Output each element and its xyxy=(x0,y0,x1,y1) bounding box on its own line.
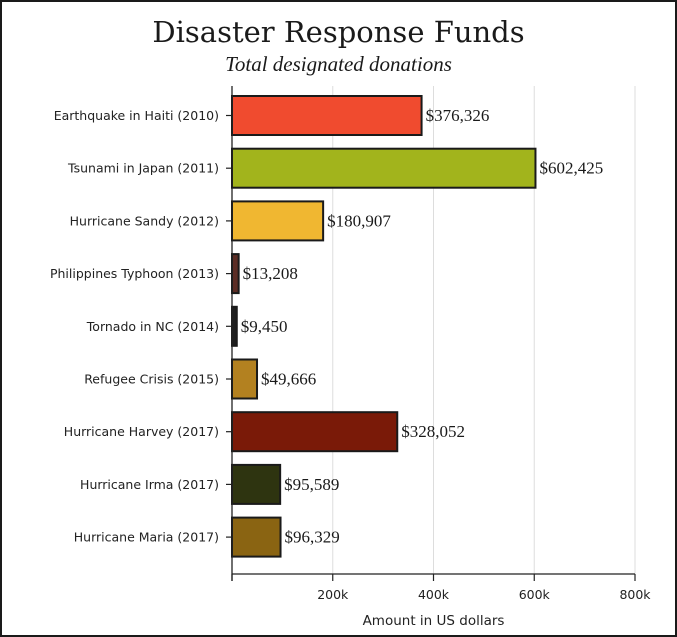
category-label: Tsunami in Japan (2011) xyxy=(67,161,219,176)
axes xyxy=(231,86,635,581)
category-label: Hurricane Sandy (2012) xyxy=(70,213,219,228)
x-tick-label: 800k xyxy=(619,587,651,602)
value-label: $602,425 xyxy=(539,159,603,178)
bar xyxy=(231,95,423,136)
category-label: Philippines Typhoon (2013) xyxy=(50,266,219,281)
bar xyxy=(231,463,282,505)
chart-title: Disaster Response Funds xyxy=(152,15,525,49)
value-label: $49,666 xyxy=(261,370,316,389)
bar xyxy=(231,147,537,189)
category-label: Refugee Crisis (2015) xyxy=(84,372,219,387)
category-label: Hurricane Harvey (2017) xyxy=(64,424,219,439)
category-label: Earthquake in Haiti (2010) xyxy=(54,108,219,123)
value-label: $328,052 xyxy=(401,422,465,441)
bar xyxy=(231,411,399,453)
bar xyxy=(231,253,240,295)
value-label: $96,329 xyxy=(285,528,340,547)
value-label: $95,589 xyxy=(284,475,339,494)
bar xyxy=(231,516,282,558)
x-tick-label: 200k xyxy=(317,587,349,602)
value-label: $13,208 xyxy=(243,264,298,283)
category-label: Tornado in NC (2014) xyxy=(86,319,219,334)
value-label: $376,326 xyxy=(426,106,490,125)
labels: 200k 400k 600k 800k Earthquake in Haiti (201… xyxy=(50,106,651,602)
bar xyxy=(231,358,259,400)
value-label: $180,907 xyxy=(327,211,391,230)
value-label: $9,450 xyxy=(241,317,288,336)
x-tick-label: 400k xyxy=(418,587,450,602)
x-axis-title: Amount in US dollars xyxy=(363,613,505,629)
category-label: Hurricane Irma (2017) xyxy=(80,477,219,492)
bar xyxy=(231,200,325,242)
bar xyxy=(231,305,238,347)
x-tick-label: 600k xyxy=(519,587,551,602)
category-label: Hurricane Maria (2017) xyxy=(74,530,219,545)
chart-subtitle: Total designated donations xyxy=(225,52,452,76)
